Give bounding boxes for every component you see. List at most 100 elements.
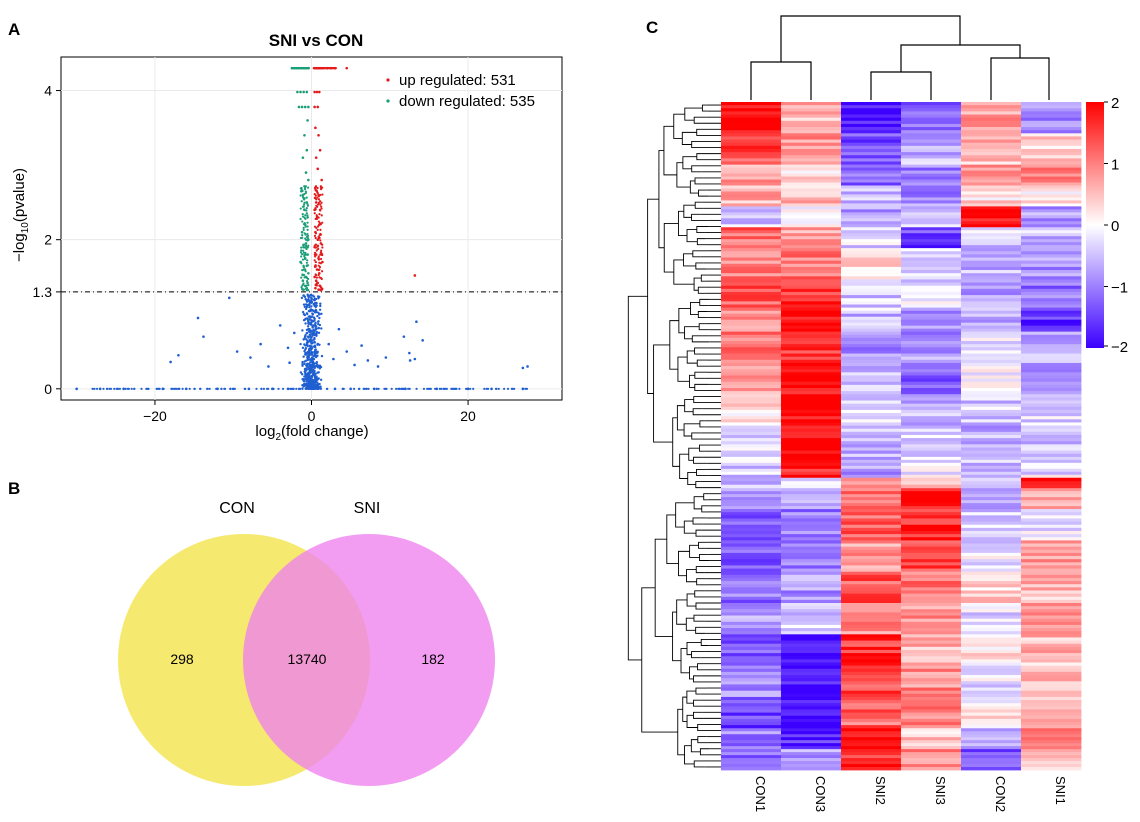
heatmap-cell xyxy=(961,239,1022,243)
heatmap-cell xyxy=(781,581,842,585)
heatmap-cell xyxy=(1021,646,1082,651)
heatmap-cell xyxy=(721,142,782,147)
heatmap-cell xyxy=(841,319,902,324)
heatmap-cell xyxy=(901,631,962,635)
heatmap-cell xyxy=(841,640,902,645)
heatmap-cell xyxy=(781,142,842,147)
data-point-ns-cloud xyxy=(262,387,266,390)
heatmap-cell xyxy=(901,359,962,364)
data-point-up xyxy=(318,268,321,271)
heatmap-cell xyxy=(841,142,902,147)
data-point-ns xyxy=(235,350,239,353)
data-point-ns-cloud xyxy=(311,373,315,376)
data-point-up xyxy=(317,273,320,277)
heatmap-cell xyxy=(901,328,962,333)
colorbar-tick-label: 2 xyxy=(1111,95,1119,112)
heatmap-cell xyxy=(721,353,782,358)
heatmap-cell xyxy=(841,577,902,582)
heatmap-cell xyxy=(781,111,842,115)
heatmap-cell xyxy=(961,631,1022,635)
heatmap-cell xyxy=(721,394,782,398)
heatmap-cell xyxy=(721,266,782,271)
heatmap-cell xyxy=(721,185,782,189)
data-point-ns-cloud xyxy=(308,373,311,377)
data-point-ns-cloud xyxy=(525,387,529,390)
heatmap-cell xyxy=(901,537,962,541)
row-dendro-branch xyxy=(685,617,696,631)
heatmap-cell xyxy=(961,503,1022,507)
heatmap-cell xyxy=(781,120,842,125)
heatmap-cell xyxy=(1021,152,1082,156)
data-point-ns-cloud xyxy=(177,387,180,390)
heatmap-cell xyxy=(841,700,902,704)
heatmap-cell xyxy=(901,209,962,213)
data-point-ns-cloud xyxy=(305,331,309,335)
x-label-rest: (fold change) xyxy=(281,423,369,440)
heatmap-cell xyxy=(781,164,842,169)
data-point-ns-cloud xyxy=(307,296,310,299)
heatmap-cell xyxy=(781,298,842,302)
data-point-up xyxy=(320,201,323,204)
heatmap-cell xyxy=(1021,307,1082,312)
data-point-up xyxy=(317,237,320,240)
row-dendro-branch xyxy=(695,626,706,634)
heatmap-cell xyxy=(721,552,782,557)
data-point-ns-cloud xyxy=(309,293,312,297)
heatmap-cell xyxy=(901,749,962,753)
heatmap-cell xyxy=(781,161,842,166)
heatmap-cell xyxy=(841,344,902,348)
heatmap-cell xyxy=(781,185,842,189)
heatmap-cell xyxy=(1021,706,1082,710)
heatmap-cell xyxy=(901,524,962,529)
data-point-ns-cloud xyxy=(307,385,311,388)
heatmap-cell xyxy=(781,494,842,498)
volcano-x-axis-label: log2(fold change) xyxy=(255,423,368,443)
data-point-ns xyxy=(318,312,321,316)
heatmap-cell xyxy=(901,179,962,183)
heatmap-cell xyxy=(961,465,1022,470)
heatmap-cell xyxy=(961,301,1022,305)
heatmap-cell xyxy=(961,752,1022,756)
heatmap-cell xyxy=(1021,356,1082,361)
heatmap-cell xyxy=(961,447,1022,452)
data-point-down xyxy=(296,90,299,94)
heatmap-cell xyxy=(721,136,782,140)
heatmap-cell xyxy=(961,428,1022,433)
data-point-ns xyxy=(408,351,411,355)
row-dendro-branch xyxy=(677,356,690,382)
heatmap-cell xyxy=(781,148,842,153)
data-point-down xyxy=(304,257,307,261)
heatmap-cell xyxy=(781,282,842,287)
heatmap-cell xyxy=(901,431,962,436)
heatmap-cell xyxy=(721,221,782,225)
heatmap-cell xyxy=(721,491,782,495)
heatmap-cell xyxy=(781,242,842,246)
row-dendro-branch xyxy=(663,125,677,176)
heatmap-cell xyxy=(721,637,782,641)
heatmap-cell xyxy=(781,276,842,280)
heatmap-cell xyxy=(901,512,962,516)
heatmap-cell xyxy=(781,518,842,522)
data-point-up xyxy=(316,225,320,228)
heatmap-cell xyxy=(841,646,902,651)
heatmap-cell xyxy=(781,170,842,174)
data-point-ns-cloud xyxy=(317,387,320,390)
x-label-sub: 2 xyxy=(275,432,281,443)
data-point-down xyxy=(304,270,307,273)
heatmap-cell xyxy=(781,456,842,461)
data-point-down xyxy=(299,90,302,94)
data-point-ns-cloud xyxy=(113,387,116,390)
heatmap-cell xyxy=(1021,693,1082,698)
data-point-ns-cloud xyxy=(295,387,298,390)
heatmap-cell xyxy=(721,215,782,219)
data-point-ns-cloud xyxy=(302,303,306,306)
data-point-ns-cloud xyxy=(301,329,304,332)
heatmap-cell xyxy=(901,709,962,713)
data-point-ns-cloud xyxy=(115,387,118,390)
row-dendro-branch xyxy=(693,675,703,683)
heatmap-cell xyxy=(781,609,842,613)
heatmap-cell xyxy=(721,375,782,379)
heatmap-cell xyxy=(961,375,1022,379)
data-point-ns-cloud xyxy=(297,387,301,390)
heatmap-cell xyxy=(1021,612,1082,616)
